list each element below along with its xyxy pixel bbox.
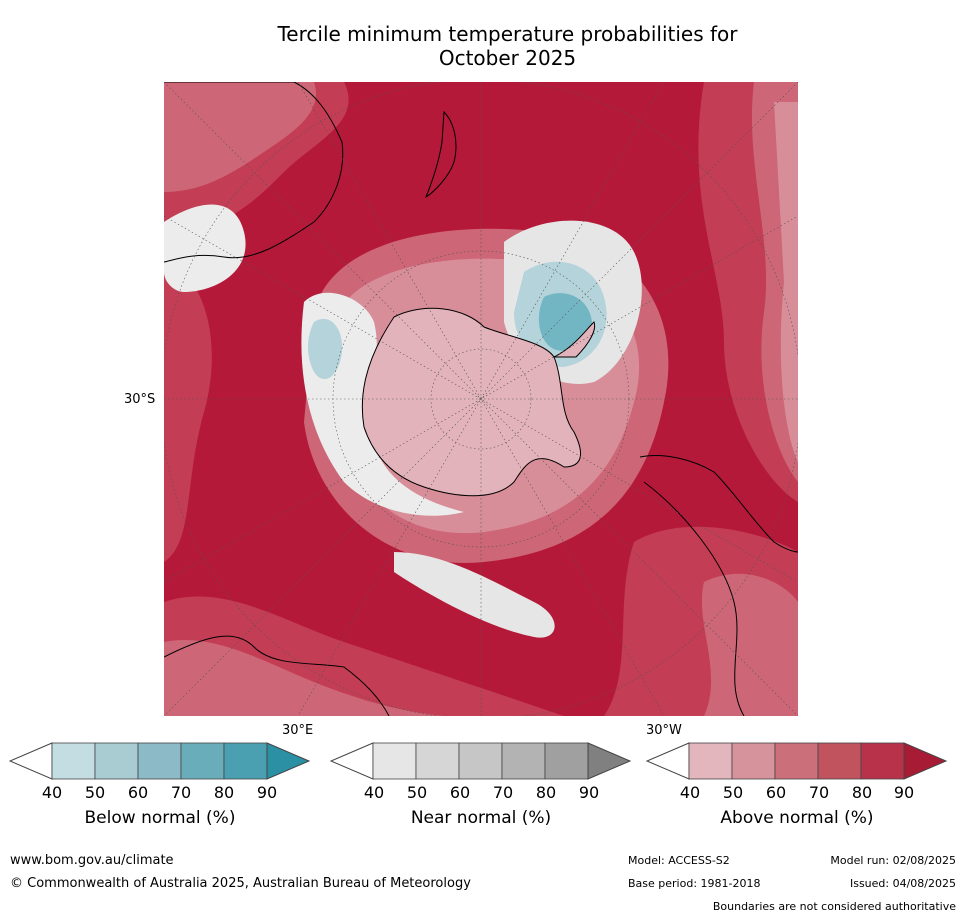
- cb-above-tick-90: 90: [893, 783, 915, 802]
- cb-near-tick-60: 60: [449, 783, 471, 802]
- cb-above-tick-40: 40: [679, 783, 701, 802]
- graticule-circle-inner: [430, 348, 532, 450]
- colorbar-above-normal: [645, 742, 948, 780]
- patch-near-normal-australia: [164, 204, 246, 292]
- colorbar-below-svg: [8, 742, 311, 780]
- africa-land: [164, 635, 390, 716]
- colorbar-above-svg: [645, 742, 948, 780]
- australia-land: [164, 82, 344, 263]
- cb-near-arrow-right: [587, 742, 632, 780]
- lat-label-30s: 30°S: [124, 392, 156, 407]
- antarctica-land: [361, 307, 582, 497]
- cb-below-arrow-left: [8, 742, 53, 780]
- footer-website[interactable]: www.bom.gov.au/climate: [10, 853, 174, 868]
- footer-disclaimer: Boundaries are not considered authoritat…: [712, 900, 956, 913]
- title-line-2: October 2025: [438, 46, 577, 70]
- cb-above-tick-50: 50: [722, 783, 744, 802]
- cb-below-tick-40: 40: [41, 783, 63, 802]
- cb-above-tick-70: 70: [808, 783, 830, 802]
- lon-label-30e: 30°E: [282, 723, 314, 738]
- cb-above-tick-60: 60: [765, 783, 787, 802]
- cb-below-seg-1: [51, 742, 96, 780]
- patch-below-normal-indian: [308, 318, 343, 380]
- graticule-meridian-4: [164, 82, 798, 716]
- antarctic-peninsula: [553, 321, 596, 358]
- cb-above-seg-5: [860, 742, 905, 780]
- new-zealand-land: [424, 110, 457, 199]
- footer-issued: Issued: 04/08/2025: [849, 877, 956, 890]
- cb-below-seg-4: [180, 742, 225, 780]
- title-line-1: Tercile minimum temperature probabilitie…: [277, 22, 738, 46]
- cb-below-tick-50: 50: [84, 783, 106, 802]
- cb-below-tick-90: 90: [256, 783, 278, 802]
- band-above-70-south: [164, 640, 444, 716]
- cb-above-seg-4: [817, 742, 862, 780]
- cb-above-seg-1: [688, 742, 733, 780]
- band-above-80-west: [164, 262, 212, 562]
- south-america-land: [639, 454, 798, 716]
- cb-near-seg-2: [415, 742, 460, 780]
- cb-near-tick-80: 80: [535, 783, 557, 802]
- cb-near-tick-50: 50: [406, 783, 428, 802]
- graticule: [164, 82, 798, 716]
- colorbar-near-svg: [329, 742, 632, 780]
- cb-near-arrow-left: [329, 742, 374, 780]
- cb-above-label: Above normal (%): [720, 808, 874, 828]
- footer-model-run: Model run: 02/08/2025: [830, 854, 956, 867]
- probability-map[interactable]: [164, 82, 798, 716]
- lon-label-30w: 30°W: [646, 723, 682, 738]
- colorbar-near-normal: [329, 742, 632, 780]
- footer-model: Model: ACCESS-S2: [628, 854, 730, 867]
- cb-below-tick-80: 80: [213, 783, 235, 802]
- cb-below-seg-3: [137, 742, 182, 780]
- cb-below-seg-5: [223, 742, 268, 780]
- cb-near-tick-40: 40: [363, 783, 385, 802]
- cb-above-arrow-left: [645, 742, 690, 780]
- footer-copyright: © Commonwealth of Australia 2025, Austra…: [10, 876, 471, 891]
- band-above-70-se: [701, 573, 798, 716]
- cb-above-arrow-right: [903, 742, 948, 780]
- cb-near-seg-1: [372, 742, 417, 780]
- map-svg: [164, 82, 798, 716]
- cb-below-seg-2: [94, 742, 139, 780]
- cb-near-seg-4: [501, 742, 546, 780]
- cb-below-arrow-right: [266, 742, 311, 780]
- cb-near-label: Near normal (%): [410, 808, 552, 828]
- patch-below-70-pacific: [538, 293, 593, 351]
- cb-near-seg-3: [458, 742, 503, 780]
- band-above-70-north: [164, 82, 316, 192]
- footer-base-period: Base period: 1981-2018: [628, 877, 761, 890]
- colorbar-below-normal: [8, 742, 311, 780]
- chart-title: Tercile minimum temperature probabilitie…: [0, 22, 965, 70]
- cb-below-label: Below normal (%): [84, 808, 236, 828]
- cb-above-seg-2: [731, 742, 776, 780]
- cb-near-seg-5: [544, 742, 589, 780]
- patch-near-normal-atlantic: [394, 552, 555, 638]
- cb-below-tick-60: 60: [127, 783, 149, 802]
- cb-below-tick-70: 70: [170, 783, 192, 802]
- cb-above-seg-3: [774, 742, 819, 780]
- band-above-60-east: [774, 102, 798, 462]
- cb-near-tick-90: 90: [578, 783, 600, 802]
- cb-above-tick-80: 80: [851, 783, 873, 802]
- cb-near-tick-70: 70: [492, 783, 514, 802]
